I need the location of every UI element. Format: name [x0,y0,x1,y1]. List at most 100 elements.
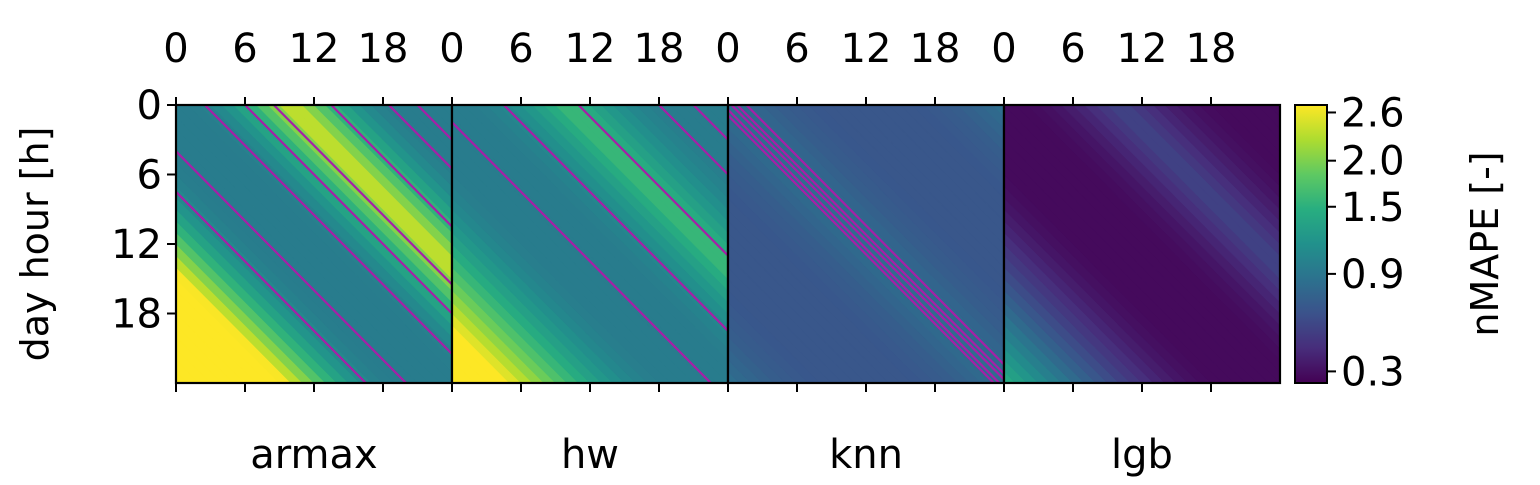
panel-armax: 0 6 12 18 armax [163,26,454,478]
x-tick-label: 18 [1186,26,1237,72]
heatmap-band [336,105,452,222]
heatmap-band [670,105,728,164]
heatmap-band [739,105,1004,372]
x-tick-label: 6 [784,26,809,72]
heatmap-band [1026,105,1280,361]
contour-line [452,120,712,383]
heatmap-band [233,105,452,326]
x-tick-label: 6 [508,26,533,72]
colorbar-label: nMAPE [-] [1463,151,1507,336]
heatmap-band [911,105,1004,199]
panel-label-hw: hw [561,432,619,478]
heatmap-band [635,105,728,199]
heatmap-band [647,105,728,187]
heatmap-band [1061,105,1280,326]
heatmap-band [176,105,452,383]
heatmap-band [900,105,1004,210]
panel-lgb: 0 6 12 18 lgb [991,26,1282,478]
heatmap-band [394,105,452,164]
heatmap-band [681,105,728,152]
heatmap-band [543,105,728,291]
heatmap-band [532,105,728,303]
contour-line [730,105,1004,382]
heatmap-band [1268,105,1280,118]
heatmap-band [279,105,452,280]
colorbar-tick-label: 1.5 [1341,185,1405,231]
contour-line [388,105,452,171]
heatmap-band [325,105,452,233]
heatmap-band [1049,105,1280,338]
heatmap-band [992,105,1004,118]
heatmap-band [877,105,1004,233]
heatmap-band [256,105,452,303]
heatmap-band [923,105,1004,187]
x-tick-label: 18 [634,26,685,72]
heatmap-band [1118,105,1280,268]
colorbar-tick-label: 2.0 [1341,139,1405,185]
colorbar-tick-label: 0.9 [1341,252,1405,298]
heatmap-band [773,105,1004,338]
heatmap-band [785,105,1004,326]
x-tick-label: 12 [289,26,340,72]
heatmap-band [405,105,452,152]
heatmap-band [486,105,728,349]
heatmap-band [1015,105,1280,372]
heatmap-band [819,105,1004,291]
heatmap-band [946,105,1004,164]
heatmap-band [934,105,1004,175]
heatmap-band [831,105,1004,280]
heatmap-band [555,105,728,280]
heatmap-band [1141,105,1280,245]
contour-line [330,105,452,229]
contour-line [204,105,452,356]
heatmap-band [865,105,1004,245]
contour-line [658,105,728,177]
contour-line [728,113,995,383]
heatmap-band [566,105,728,268]
colorbar-ticks: 0.3 0.9 1.52.02.6 [1327,90,1405,395]
heatmap-band [497,105,728,338]
heatmap-band [452,105,728,383]
heatmap-band [1256,105,1280,129]
heatmap-band [601,105,728,233]
heatmap-band [520,105,728,314]
y-tick-label: 0 [137,83,162,129]
contour-line [176,190,367,383]
heatmap-band [1095,105,1280,291]
heatmap-band [624,105,728,210]
heatmap-band [728,105,1004,383]
contour-line [244,105,452,316]
y-axis: 0 6 12 18 [111,83,176,338]
heatmap-band [612,105,728,222]
heatmap-band [1210,105,1280,175]
heatmap-band [1038,105,1280,349]
heatmap-band [440,105,452,118]
contour-line [745,105,1004,367]
heatmap-band [1222,105,1280,164]
y-axis-title: day hour [h] [13,127,57,362]
heatmap-band [1084,105,1280,303]
y-tick-label: 18 [111,292,162,338]
x-tick-label: 0 [439,26,464,72]
heatmap-band [313,105,452,245]
heatmap-band [382,105,452,175]
heatmap-band [1164,105,1280,222]
x-tick-label: 12 [1117,26,1168,72]
heatmap-band [888,105,1004,222]
panel-knn: 0 6 12 18 knn [715,26,1006,478]
heatmap-band [808,105,1004,303]
panel-label-lgb: lgb [1111,432,1173,478]
heatmap-band [509,105,728,326]
heatmap-band [187,105,452,372]
colorbar-tick-label: 0.3 [1341,349,1405,395]
heatmap-band [704,105,728,129]
heatmap-band [1199,105,1280,187]
contour-line [503,105,728,333]
x-tick-label: 18 [910,26,961,72]
heatmap-band [302,105,452,257]
heatmap-band [474,105,728,361]
x-tick-label: 0 [163,26,188,72]
x-tick-label: 12 [565,26,616,72]
x-tick-label: 12 [841,26,892,72]
